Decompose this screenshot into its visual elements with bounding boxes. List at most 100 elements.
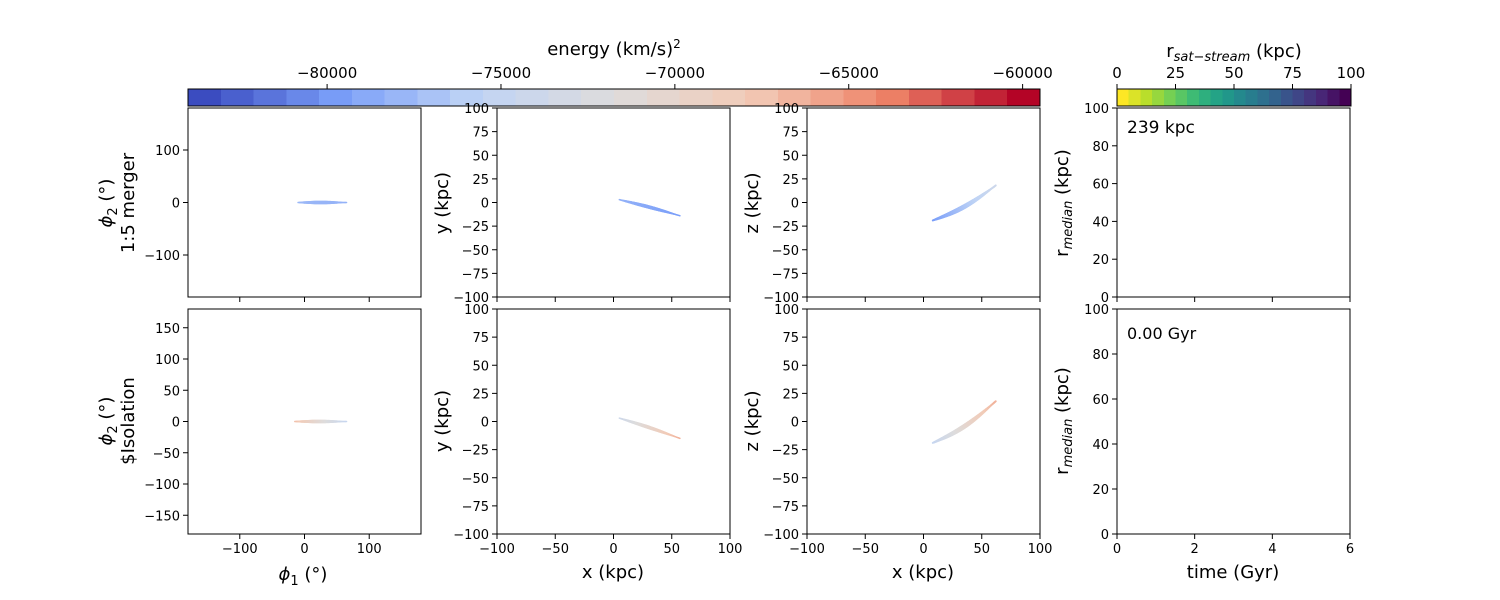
row-bottom-name: $Isolation (118, 377, 139, 465)
bottom-rmedian-ytick-label: 60 (1092, 393, 1109, 408)
bottom-xz-xtick-label: 50 (973, 542, 990, 557)
top-phi-ytick-label: 0 (172, 197, 180, 212)
xy-xlabel: x (kpc) (582, 562, 644, 583)
bottom-rmedian-ylabel: rmedian (kpc) (1052, 367, 1076, 475)
top-xz-ytick-label: 0 (791, 197, 799, 212)
top-xz-ylabel: z (kpc) (742, 173, 763, 234)
bottom-xz-stream-point (993, 400, 997, 404)
bottom-phi-ytick-label: 100 (155, 353, 180, 368)
bottom-xy-ytick-label: 0 (481, 416, 489, 431)
top-xz-ytick-label: −75 (772, 267, 799, 282)
row-label-top: ϕ2 (°) 1:5 merger (96, 152, 139, 253)
energy-colorbar-ticks: −80000 −75000 −70000 −65000 −60000 (297, 64, 1053, 89)
top-rmedian-ytick-label: 80 (1092, 140, 1109, 155)
energy-colorbar: energy (km/s)2 −80000 −75000 −70000 −65000−… (187, 37, 1053, 107)
bottom-rmedian-xtick-label: 0 (1113, 542, 1121, 557)
bottom-xy-ytick-label: −25 (462, 444, 489, 459)
top-rmedian-ytick-label: 100 (1084, 102, 1109, 117)
bottom-xz-ytick-label: 50 (782, 359, 799, 374)
top-xz-ytick-label: 50 (782, 149, 799, 164)
bottom-xz-ytick-label: 25 (782, 387, 799, 402)
top-rmedian-ytick-label: 40 (1092, 215, 1109, 230)
bottom-xy-ytick-label: 100 (464, 303, 489, 318)
top-xy-ytick-label: 100 (464, 102, 489, 117)
bottom-xy-xtick-label: 50 (663, 542, 680, 557)
top-xz-ytick-label: 100 (774, 102, 799, 117)
bottom-xz-xtick-label: 100 (1028, 542, 1053, 557)
bottom-rmedian-ytick-label: 80 (1092, 348, 1109, 363)
top-rmedian-ylabel: rmedian (kpc) (1052, 149, 1076, 257)
row-label-bottom: ϕ2 (°) $Isolation (96, 377, 139, 465)
bottom-xy-xtick-label: 0 (609, 542, 617, 557)
colorbar-tick-label: 0 (1112, 64, 1122, 82)
bottom-phi-ytick-label: −150 (144, 509, 180, 524)
top-xy-ytick-label: 25 (472, 173, 489, 188)
top-rmedian-ytick-label: 60 (1092, 178, 1109, 193)
bottom-xz-frame (806, 308, 1041, 535)
bottom-phi-xtick-label: −100 (222, 542, 258, 557)
colorbar-tick-label: −80000 (297, 64, 357, 82)
rsat-colorbar: rsat−stream (kpc) 0 25 50 75 100 (1112, 41, 1365, 107)
bottom-phi-ytick-label: 150 (155, 322, 180, 337)
bottom-xy-ylabel: y (kpc) (432, 390, 453, 452)
top-xz-ytick-label: −25 (772, 220, 799, 235)
colorbar-tick-label: −60000 (992, 64, 1052, 82)
bottom-xz-ytick-label: −25 (772, 444, 799, 459)
energy-colorbar-label: energy (km/s)2 (547, 37, 681, 60)
bottom-xz-ytick-label: 75 (782, 331, 799, 346)
bottom-rmedian-annotation: 0.00 Gyr (1127, 324, 1197, 343)
top-xz-stream-point (993, 184, 997, 188)
bottom-xy-xtick-label: 100 (718, 542, 743, 557)
top-xz-ytick-label: 75 (782, 126, 799, 141)
bottom-xy-frame (496, 308, 731, 535)
energy-colorbar-bar (187, 88, 1041, 107)
top-xz-frame (806, 107, 1041, 298)
top-xy-ylabel: y (kpc) (432, 172, 453, 234)
top-rmedian-frame (1116, 107, 1351, 298)
colorbar-tick-label: 75 (1283, 64, 1302, 82)
top-rmedian-ytick-label: 0 (1101, 291, 1109, 306)
bottom-phi-xtick-label: 0 (300, 542, 308, 557)
bottom-xy-ytick-label: −50 (462, 472, 489, 487)
top-xy-ytick-label: 0 (481, 197, 489, 212)
top-rmedian-annotation: 239 kpc (1127, 118, 1195, 138)
bottom-phi-xtick-label: 100 (357, 542, 382, 557)
bottom-xz-ylabel: z (kpc) (742, 391, 763, 452)
bottom-xz-xtick-label: −50 (852, 542, 879, 557)
bottom-xz-ytick-label: −50 (772, 472, 799, 487)
rsat-colorbar-bar (1116, 88, 1352, 107)
bottom-xy-ytick-label: 50 (472, 359, 489, 374)
top-xy-frame (496, 107, 731, 298)
colorbar-tick-label: 50 (1224, 64, 1243, 82)
top-xz-ytick-label: 25 (782, 173, 799, 188)
top-xy-ytick-label: −100 (453, 291, 489, 306)
bottom-rmedian-ytick-label: 0 (1101, 528, 1109, 543)
top-phi-ytick-label: 100 (155, 144, 180, 159)
row-top-name: 1:5 merger (118, 152, 139, 253)
rsat-colorbar-label: rsat−stream (kpc) (1166, 41, 1302, 65)
bottom-xy-ytick-label: 25 (472, 387, 489, 402)
colorbar-tick-label: −75000 (471, 64, 531, 82)
top-xy-ytick-label: 50 (472, 149, 489, 164)
top-rmedian-ytick-label: 20 (1092, 253, 1109, 268)
bottom-rmedian-xtick-label: 6 (1346, 542, 1354, 557)
top-xy-ytick-label: 75 (472, 126, 489, 141)
bottom-xz-ytick-label: −100 (763, 528, 799, 543)
top-xz-ytick-label: −100 (763, 291, 799, 306)
phi1-xlabel: ϕ1 (°) (279, 564, 328, 589)
row-bottom-phi-label: ϕ2 (°) (96, 397, 121, 446)
top-phi-ytick-label: −100 (144, 249, 180, 264)
top-xy-ytick-label: −50 (462, 244, 489, 259)
bottom-rmedian-ytick-label: 20 (1092, 483, 1109, 498)
bottom-xy-stream-point (677, 437, 681, 440)
bottom-phi-ytick-label: 0 (172, 416, 180, 431)
rsat-colorbar-ticks: 0 25 50 75 100 (1112, 64, 1365, 89)
bottom-rmedian-frame (1116, 308, 1351, 535)
top-xy-ytick-label: −25 (462, 220, 489, 235)
colorbar-tick-label: −65000 (819, 64, 879, 82)
bottom-rmedian-xtick-label: 2 (1191, 542, 1199, 557)
bottom-xz-ytick-label: 0 (791, 416, 799, 431)
bottom-xz-ytick-label: −75 (772, 500, 799, 515)
bottom-rmedian-ytick-label: 100 (1084, 303, 1109, 318)
